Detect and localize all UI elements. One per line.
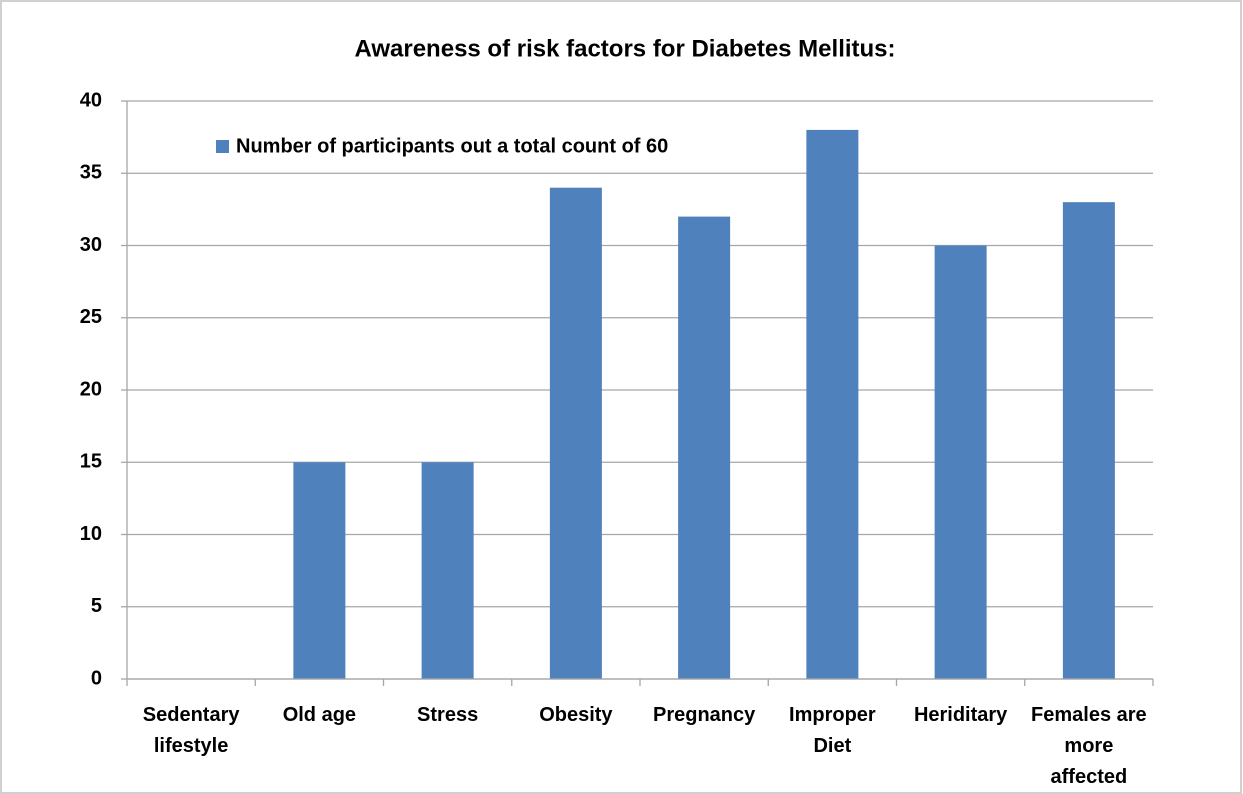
legend-label: Number of participants out a total count… <box>236 135 668 157</box>
y-tick-label: 20 <box>80 378 102 400</box>
x-tick-label: Old age <box>282 704 357 726</box>
legend-swatch <box>216 140 229 153</box>
bar <box>1062 202 1115 679</box>
x-tick-label: Stress <box>417 704 479 726</box>
x-tick-label: Sedentary lifestyle <box>142 704 240 757</box>
bar <box>293 462 346 679</box>
y-tick-label: 40 <box>80 89 102 111</box>
y-tick-label: 5 <box>91 595 102 617</box>
y-tick-label: 25 <box>80 306 102 328</box>
bar <box>678 216 731 679</box>
bar <box>806 129 859 679</box>
y-tick-label: 15 <box>80 451 102 473</box>
bar <box>421 462 474 679</box>
x-tick-label: Heriditary <box>913 704 1008 726</box>
x-tick-label: Improper Diet <box>789 704 876 757</box>
y-tick-label: 30 <box>80 234 102 256</box>
x-tick-label: Females are more affected <box>1031 704 1147 788</box>
bar <box>934 245 987 679</box>
bar <box>549 187 602 679</box>
y-tick-label: 35 <box>80 162 102 184</box>
x-tick-label: Pregnancy <box>652 704 756 726</box>
chart-title: Awareness of risk factors for Diabetes M… <box>354 35 895 62</box>
y-tick-label: 10 <box>80 523 102 545</box>
x-tick-label: Obesity <box>539 704 613 726</box>
y-tick-label: 0 <box>91 667 102 689</box>
